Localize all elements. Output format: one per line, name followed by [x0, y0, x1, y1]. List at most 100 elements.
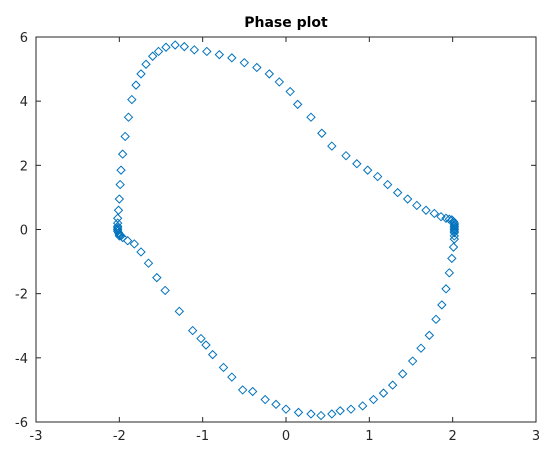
x-tick-label: -1 [196, 429, 209, 444]
data-point [352, 159, 362, 169]
data-point [447, 253, 457, 264]
data-point [431, 314, 441, 325]
data-point [292, 99, 303, 110]
y-tick-label: 0 [20, 224, 28, 239]
data-point [327, 409, 337, 419]
x-tick-label: 3 [532, 429, 540, 444]
x-tick-label: 0 [282, 429, 290, 444]
data-point [147, 51, 158, 61]
chart-title: Phase plot [244, 15, 328, 31]
data-point [378, 388, 389, 398]
data-point [382, 179, 393, 190]
data-point [285, 86, 295, 97]
data-point [264, 69, 275, 79]
data-point [397, 369, 408, 379]
axis-ticks [35, 36, 537, 423]
x-tick-label: -3 [30, 429, 43, 444]
data-point [120, 131, 130, 142]
data-point [436, 211, 446, 222]
data-point [306, 112, 316, 122]
data-point [346, 404, 356, 414]
data-point [247, 386, 258, 397]
data-point [152, 272, 162, 283]
data-point [327, 141, 337, 151]
data-point [429, 208, 440, 219]
y-tick-label: -4 [15, 352, 28, 367]
data-point [114, 194, 125, 204]
data-point [127, 94, 137, 105]
data-point [136, 69, 146, 79]
data-point [271, 399, 281, 410]
data-point [196, 333, 206, 344]
data-point [214, 49, 225, 60]
data-point [129, 239, 140, 249]
data-point [252, 62, 262, 73]
data-point [136, 247, 146, 257]
data-point [316, 410, 326, 421]
data-point [218, 362, 229, 373]
data-point [161, 42, 171, 52]
data-point [335, 406, 345, 416]
data-point [227, 53, 237, 63]
data-point [368, 394, 379, 405]
data-point [260, 394, 270, 405]
x-tick-label: 2 [449, 429, 457, 444]
data-point [362, 165, 373, 175]
y-tick-label: -6 [15, 416, 28, 431]
data-point [201, 340, 211, 350]
y-tick-label: -2 [15, 288, 28, 303]
x-tick-label: 1 [365, 429, 373, 444]
data-point [448, 242, 459, 252]
data-point [143, 258, 154, 268]
data-point [160, 285, 170, 296]
data-point [131, 80, 141, 90]
plot-area [35, 36, 537, 423]
x-tick-label: -2 [113, 429, 126, 444]
data-point [412, 200, 422, 211]
data-point [357, 401, 368, 411]
data-point [122, 236, 133, 246]
data-markers [112, 40, 460, 421]
data-point [116, 165, 126, 175]
data-point [207, 349, 218, 360]
axis-tick-labels: -3 -2 -1 0 1 2 3 -6 -4 -2 0 2 4 6 [15, 31, 540, 444]
data-point [170, 40, 180, 50]
data-point [392, 187, 403, 198]
data-point [421, 205, 431, 215]
data-point [153, 46, 164, 57]
data-point [112, 221, 123, 231]
data-point [402, 194, 413, 204]
data-point [441, 213, 451, 223]
data-point [117, 149, 128, 159]
data-point [306, 409, 316, 419]
data-point [444, 268, 455, 278]
data-point [387, 380, 398, 390]
data-point [113, 205, 124, 215]
y-tick-label: 4 [20, 95, 28, 110]
data-point [441, 284, 451, 294]
data-point [115, 179, 125, 190]
data-point [189, 45, 200, 55]
data-point [123, 112, 134, 122]
data-point [227, 372, 237, 382]
data-point [116, 231, 126, 241]
y-tick-label: 2 [20, 159, 28, 174]
data-point [317, 128, 327, 138]
data-point [424, 330, 435, 341]
data-point [141, 59, 151, 69]
data-point [407, 356, 418, 366]
data-point [239, 57, 250, 68]
data-point [274, 77, 285, 87]
data-point [187, 325, 198, 336]
data-point [372, 171, 383, 182]
data-point [437, 300, 447, 310]
data-point [293, 407, 304, 418]
y-tick-label: 6 [20, 31, 28, 46]
data-point [281, 404, 291, 414]
data-point [416, 343, 426, 353]
data-point [202, 46, 212, 57]
data-point [341, 151, 351, 161]
data-point [179, 41, 190, 52]
